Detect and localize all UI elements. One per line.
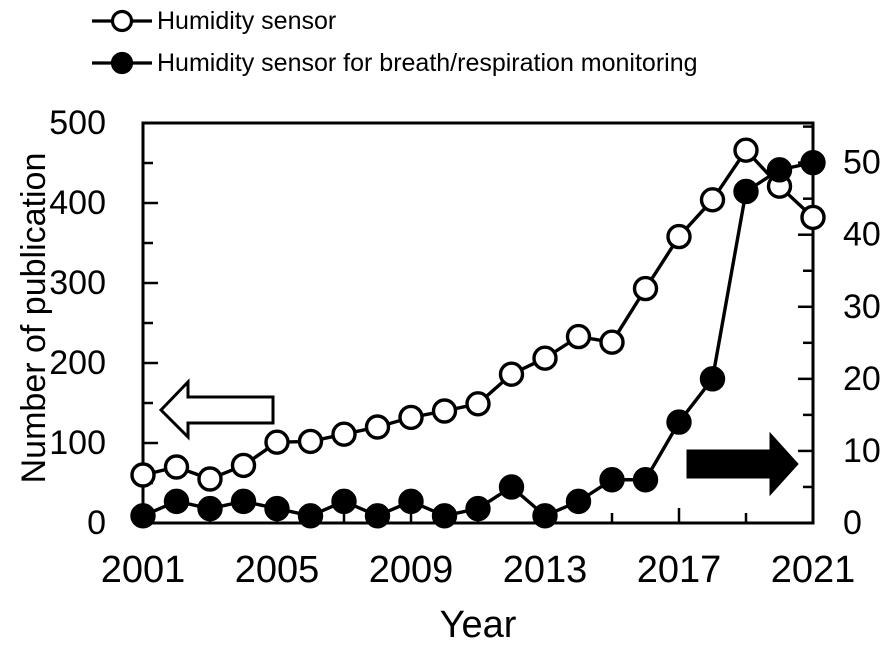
open-circle-marker-icon [92, 9, 152, 33]
series-marker-humidity-sensor [800, 204, 826, 231]
series-marker-humidity-sensor [197, 466, 223, 492]
series-marker-breath-monitoring [465, 495, 491, 522]
series-marker-humidity-sensor [364, 414, 391, 440]
right-axis-tick-label: 50 [843, 144, 881, 182]
left-axis-tick-label: 400 [49, 184, 106, 222]
series-marker-humidity-sensor [599, 329, 625, 355]
right-axis-arrow-icon [686, 431, 799, 497]
legend: Humidity sensor Humidity sensor for brea… [91, 0, 698, 84]
x-axis-tick-label: 2009 [369, 549, 454, 591]
series-marker-humidity-sensor [632, 275, 659, 302]
series-marker-breath-monitoring [532, 503, 558, 529]
left-axis-arrow-icon [158, 378, 275, 441]
series-marker-humidity-sensor [130, 462, 156, 488]
series-marker-breath-monitoring [800, 149, 826, 176]
series-marker-humidity-sensor [666, 223, 692, 250]
series-marker-humidity-sensor [498, 361, 525, 387]
series-marker-breath-monitoring [163, 488, 190, 515]
series-marker-breath-monitoring [632, 467, 659, 493]
series-marker-breath-monitoring [230, 488, 257, 515]
series-marker-humidity-sensor [733, 137, 759, 163]
legend-item-breath-monitoring: Humidity sensor for breath/respiration m… [91, 42, 698, 84]
right-axis-tick-label: 0 [843, 504, 862, 542]
left-axis-tick-label: 300 [49, 264, 106, 302]
series-marker-humidity-sensor [431, 398, 458, 424]
series-marker-breath-monitoring [130, 503, 156, 529]
series-marker-humidity-sensor [699, 187, 726, 213]
series-marker-breath-monitoring [331, 488, 357, 515]
left-axis-tick-label: 500 [49, 104, 106, 142]
legend-item-humidity-sensor: Humidity sensor [91, 0, 698, 42]
series-marker-breath-monitoring [197, 495, 223, 522]
series-marker-breath-monitoring [297, 503, 324, 529]
series-marker-humidity-sensor [264, 429, 290, 455]
series-marker-breath-monitoring [498, 474, 525, 500]
left-axis-tick-label: 100 [49, 424, 106, 462]
x-axis-tick-label: 2001 [101, 549, 186, 591]
right-axis-tick-label: 40 [843, 216, 881, 254]
series-marker-breath-monitoring [666, 409, 692, 435]
series-marker-humidity-sensor [565, 323, 592, 350]
series-marker-breath-monitoring [264, 495, 290, 522]
series-marker-breath-monitoring [431, 503, 458, 529]
x-axis-title: Year [440, 604, 517, 646]
legend-label-breath-monitoring: Humidity sensor for breath/respiration m… [157, 48, 698, 77]
legend-label-humidity-sensor: Humidity sensor [157, 6, 337, 35]
series-marker-humidity-sensor [163, 454, 190, 480]
x-axis-tick-label: 2005 [235, 549, 320, 591]
right-axis-tick-label: 20 [843, 360, 881, 398]
series-marker-breath-monitoring [766, 157, 793, 183]
series-marker-humidity-sensor [532, 345, 558, 371]
x-axis-tick-label: 2013 [503, 549, 588, 591]
series-marker-breath-monitoring [733, 178, 759, 205]
right-axis-tick-label: 10 [843, 432, 881, 470]
series-marker-breath-monitoring [699, 366, 726, 392]
series-marker-breath-monitoring [398, 488, 424, 515]
series-marker-humidity-sensor [297, 428, 324, 455]
series-marker-breath-monitoring [364, 503, 391, 529]
series-marker-humidity-sensor [331, 421, 357, 447]
left-axis-tick-label: 200 [49, 344, 106, 382]
series-marker-humidity-sensor [230, 452, 257, 479]
series-marker-humidity-sensor [398, 404, 424, 431]
filled-circle-marker-icon [92, 51, 152, 75]
series-marker-humidity-sensor [465, 391, 491, 417]
series-marker-breath-monitoring [565, 488, 592, 515]
x-axis-tick-label: 2021 [771, 549, 856, 591]
right-axis-tick-label: 30 [843, 288, 881, 326]
x-axis-tick-label: 2017 [637, 549, 722, 591]
y-axis-title: Number of publication [15, 153, 53, 484]
series-marker-breath-monitoring [599, 467, 625, 493]
left-axis-tick-label: 0 [87, 504, 106, 542]
